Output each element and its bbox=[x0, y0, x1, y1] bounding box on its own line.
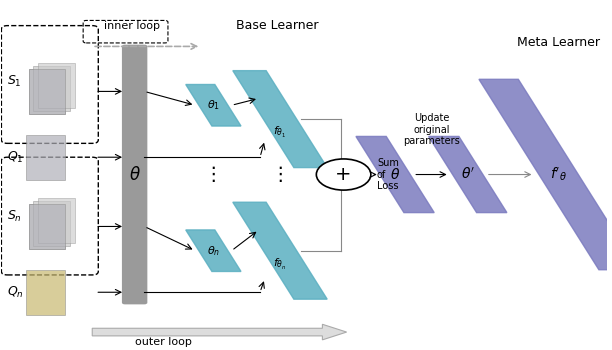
Text: $\theta_1$: $\theta_1$ bbox=[207, 98, 220, 112]
Text: Base Learner: Base Learner bbox=[236, 19, 318, 32]
Text: Meta Learner: Meta Learner bbox=[517, 36, 600, 49]
FancyArrow shape bbox=[92, 324, 346, 340]
Text: $S_n$: $S_n$ bbox=[7, 209, 22, 224]
Text: outer loop: outer loop bbox=[135, 337, 192, 348]
Text: $S_1$: $S_1$ bbox=[7, 74, 22, 89]
FancyBboxPatch shape bbox=[29, 204, 65, 249]
Circle shape bbox=[316, 159, 371, 190]
Text: $f_{\theta_n}$: $f_{\theta_n}$ bbox=[273, 257, 287, 272]
Text: $f_{\theta_1}$: $f_{\theta_1}$ bbox=[273, 125, 287, 140]
Text: $\theta_n$: $\theta_n$ bbox=[207, 244, 220, 258]
Polygon shape bbox=[356, 136, 434, 212]
FancyBboxPatch shape bbox=[34, 66, 70, 111]
FancyBboxPatch shape bbox=[29, 69, 65, 114]
Text: inner loop: inner loop bbox=[105, 21, 160, 31]
Text: ⋮: ⋮ bbox=[204, 165, 223, 184]
Polygon shape bbox=[186, 230, 241, 272]
Text: $\theta'$: $\theta'$ bbox=[461, 167, 475, 182]
Text: Update
original
parameters: Update original parameters bbox=[403, 113, 460, 146]
Polygon shape bbox=[479, 79, 612, 270]
Text: $Q_n$: $Q_n$ bbox=[7, 285, 24, 300]
FancyBboxPatch shape bbox=[39, 63, 75, 108]
FancyBboxPatch shape bbox=[26, 270, 65, 315]
Text: $Q_1$: $Q_1$ bbox=[7, 150, 24, 165]
Text: +: + bbox=[335, 165, 352, 184]
Text: $f'_{\theta}$: $f'_{\theta}$ bbox=[550, 166, 567, 183]
Text: ⋮: ⋮ bbox=[271, 165, 289, 184]
FancyBboxPatch shape bbox=[29, 69, 65, 114]
Polygon shape bbox=[233, 71, 327, 168]
Text: $\theta$: $\theta$ bbox=[390, 167, 400, 182]
Polygon shape bbox=[233, 202, 327, 299]
FancyBboxPatch shape bbox=[34, 201, 70, 246]
Polygon shape bbox=[428, 136, 507, 212]
Text: θ: θ bbox=[130, 166, 140, 183]
FancyBboxPatch shape bbox=[122, 45, 147, 304]
Polygon shape bbox=[186, 84, 241, 126]
FancyBboxPatch shape bbox=[26, 135, 65, 180]
FancyBboxPatch shape bbox=[29, 204, 65, 249]
Text: Sum
of
Loss: Sum of Loss bbox=[377, 158, 399, 191]
FancyBboxPatch shape bbox=[39, 198, 75, 244]
